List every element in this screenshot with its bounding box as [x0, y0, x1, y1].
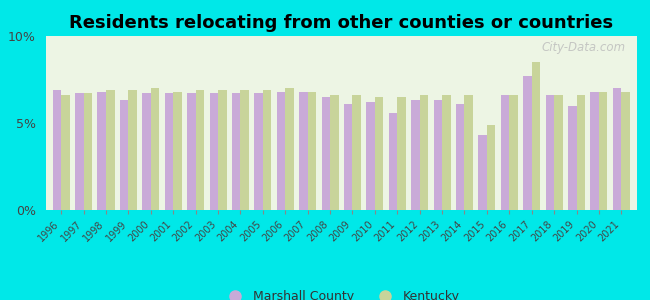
- Bar: [420, 95, 428, 210]
- Bar: [263, 90, 271, 210]
- Bar: [75, 93, 84, 210]
- Bar: [232, 93, 240, 210]
- Bar: [53, 90, 61, 210]
- Bar: [375, 97, 383, 210]
- Bar: [613, 88, 621, 210]
- Bar: [299, 92, 307, 210]
- Legend: Marshall County, Kentucky: Marshall County, Kentucky: [218, 285, 465, 300]
- Text: City-Data.com: City-Data.com: [541, 41, 625, 54]
- Bar: [621, 92, 630, 210]
- Bar: [218, 90, 227, 210]
- Bar: [277, 92, 285, 210]
- Bar: [568, 106, 577, 210]
- Bar: [532, 62, 540, 210]
- Bar: [173, 92, 182, 210]
- Bar: [478, 135, 487, 210]
- Bar: [442, 95, 450, 210]
- Bar: [187, 93, 196, 210]
- Bar: [352, 95, 361, 210]
- Bar: [577, 95, 585, 210]
- Bar: [510, 95, 518, 210]
- Bar: [307, 92, 316, 210]
- Bar: [209, 93, 218, 210]
- Bar: [254, 93, 263, 210]
- Bar: [554, 95, 563, 210]
- Title: Residents relocating from other counties or countries: Residents relocating from other counties…: [69, 14, 614, 32]
- Bar: [129, 90, 137, 210]
- Bar: [164, 93, 173, 210]
- Bar: [456, 104, 465, 210]
- Bar: [106, 90, 114, 210]
- Bar: [61, 95, 70, 210]
- Bar: [411, 100, 420, 210]
- Bar: [196, 90, 204, 210]
- Bar: [322, 97, 330, 210]
- Bar: [285, 88, 294, 210]
- Bar: [523, 76, 532, 210]
- Bar: [397, 97, 406, 210]
- Bar: [500, 95, 510, 210]
- Bar: [590, 92, 599, 210]
- Bar: [465, 95, 473, 210]
- Bar: [545, 95, 554, 210]
- Bar: [434, 100, 442, 210]
- Bar: [120, 100, 129, 210]
- Bar: [240, 90, 249, 210]
- Bar: [599, 92, 607, 210]
- Bar: [367, 102, 375, 210]
- Bar: [330, 95, 339, 210]
- Bar: [487, 125, 495, 210]
- Bar: [344, 104, 352, 210]
- Bar: [98, 92, 106, 210]
- Bar: [151, 88, 159, 210]
- Bar: [389, 112, 397, 210]
- Bar: [84, 93, 92, 210]
- Bar: [142, 93, 151, 210]
